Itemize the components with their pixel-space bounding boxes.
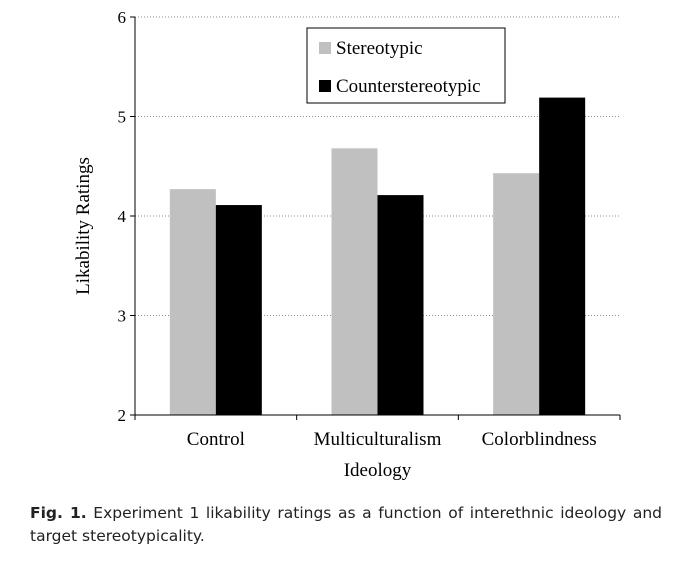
axes xyxy=(130,16,621,420)
bar-chart: 2 3 4 5 6 Control Multiculturalism Colorblindn… xyxy=(73,8,621,481)
y-tick-label: 4 xyxy=(118,207,127,226)
bar-counterstereotypic-control xyxy=(215,205,262,415)
caption-label: Fig. 1. xyxy=(30,504,87,522)
figure-caption: Fig. 1. Experiment 1 likability ratings … xyxy=(30,502,662,548)
legend-swatch-stereotypic xyxy=(319,42,331,54)
x-category-label: Control xyxy=(187,429,245,450)
bar-stereotypic-multiculturalism xyxy=(331,148,378,415)
legend: Stereotypic Counterstereotypic xyxy=(306,27,506,104)
x-category-label: Colorblindness xyxy=(482,429,597,450)
y-tick-label: 3 xyxy=(118,307,127,326)
y-axis-title: Likability Ratings xyxy=(73,157,94,295)
bar-stereotypic-colorblindness xyxy=(493,173,540,415)
x-category-label: Multiculturalism xyxy=(314,429,442,450)
bar-counterstereotypic-multiculturalism xyxy=(377,195,424,415)
bar-counterstereotypic-colorblindness xyxy=(539,97,586,415)
y-tick-label: 2 xyxy=(118,406,127,425)
legend-swatch-counterstereotypic xyxy=(319,80,331,92)
legend-label-stereotypic: Stereotypic xyxy=(336,38,423,59)
bars xyxy=(169,97,586,415)
bar-stereotypic-control xyxy=(169,189,216,415)
category-labels: Control Multiculturalism Colorblindness xyxy=(187,429,597,450)
y-tick-label: 6 xyxy=(118,8,127,27)
legend-label-counterstereotypic: Counterstereotypic xyxy=(336,76,481,97)
x-axis-title: Ideology xyxy=(344,460,412,481)
tick-labels: 2 3 4 5 6 xyxy=(118,8,127,425)
legend-box xyxy=(306,27,506,104)
y-tick-label: 5 xyxy=(118,108,127,127)
caption-text: Experiment 1 likability ratings as a fun… xyxy=(30,504,662,545)
